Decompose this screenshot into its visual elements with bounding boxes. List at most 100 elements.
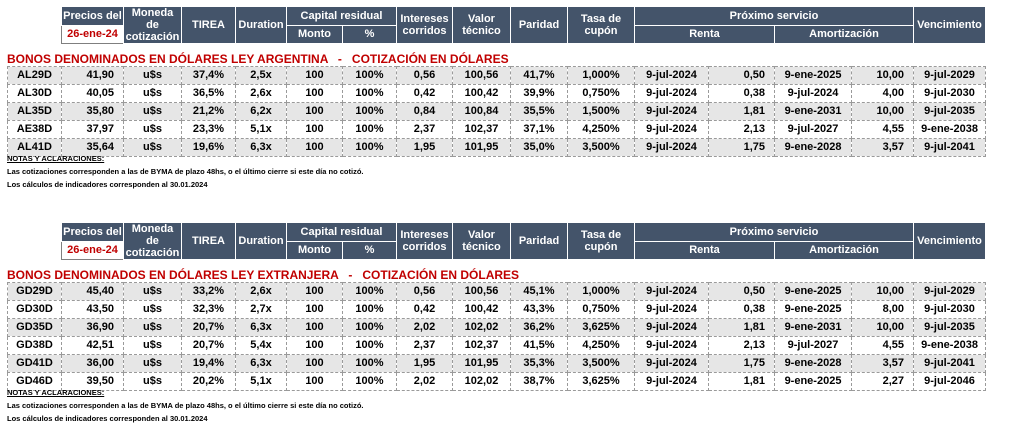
cell-tasa-cupon: 3,625% <box>567 372 635 391</box>
cell-pct: 100% <box>342 102 397 121</box>
cell-amortizacion-fecha: 9-jul-2027 <box>774 120 852 139</box>
cell-valor-tecnico: 100,84 <box>452 102 511 121</box>
cell-renta-monto: 2,13 <box>708 336 775 355</box>
cell-paridad: 35,3% <box>510 354 568 373</box>
cell-tirea: 20,2% <box>181 372 236 391</box>
cell-renta-monto: 0,50 <box>708 282 775 301</box>
cell-tasa-cupon: 0,750% <box>567 84 635 103</box>
cell-paridad: 45,1% <box>510 282 568 301</box>
cell-amortizacion-fecha: 9-jul-2027 <box>774 336 852 355</box>
header-tasa-cupon: Tasa de cupón <box>567 6 635 44</box>
cell-renta-fecha: 9-jul-2024 <box>634 66 709 85</box>
bond-row: GD38D 42,51 u$s 20,7% 5,4x 100 100% 2,37 102,37 4… <box>7 336 986 355</box>
header-capital-residual: Capital residual <box>286 6 397 26</box>
header-duration: Duration <box>235 222 287 260</box>
cell-ticker: GD30D <box>7 300 62 319</box>
cell-intereses: 2,02 <box>396 372 453 391</box>
cell-amortizacion-monto: 4,00 <box>851 84 914 103</box>
header-amortizacion: Amortización <box>774 24 914 44</box>
cell-duration: 5,1x <box>235 372 287 391</box>
cell-valor-tecnico: 101,95 <box>452 138 511 157</box>
cell-tirea: 19,6% <box>181 138 236 157</box>
cell-precio: 43,50 <box>61 300 124 319</box>
section-title: BONOS DENOMINADOS EN DÓLARES LEY EXTRANJ… <box>7 268 520 282</box>
note-line: Las cotizaciones corresponden a las de B… <box>7 401 364 410</box>
header-intereses: Intereses corridos <box>396 222 453 260</box>
header-monto: Monto <box>286 240 343 260</box>
cell-pct: 100% <box>342 372 397 391</box>
cell-intereses: 0,56 <box>396 282 453 301</box>
cell-ticker: GD29D <box>7 282 62 301</box>
cell-renta-monto: 0,50 <box>708 66 775 85</box>
cell-amortizacion-fecha: 9-jul-2024 <box>774 84 852 103</box>
cell-paridad: 41,5% <box>510 336 568 355</box>
cell-tasa-cupon: 3,625% <box>567 318 635 337</box>
note-line: Las cotizaciones corresponden a las de B… <box>7 167 364 176</box>
header-moneda: Moneda de cotización <box>123 6 182 44</box>
bond-row: AE38D 37,97 u$s 23,3% 5,1x 100 100% 2,37 102,37 3… <box>7 120 986 139</box>
cell-precio: 41,90 <box>61 66 124 85</box>
cell-renta-fecha: 9-jul-2024 <box>634 138 709 157</box>
cell-valor-tecnico: 102,37 <box>452 120 511 139</box>
cell-amortizacion-monto: 10,00 <box>851 282 914 301</box>
cell-pct: 100% <box>342 282 397 301</box>
cell-amortizacion-fecha: 9-ene-2031 <box>774 102 852 121</box>
header-pct: % <box>342 240 397 260</box>
cell-amortizacion-monto: 3,57 <box>851 138 914 157</box>
cell-valor-tecnico: 100,42 <box>452 300 511 319</box>
cell-moneda: u$s <box>123 138 182 157</box>
cell-monto: 100 <box>286 282 343 301</box>
cell-pct: 100% <box>342 138 397 157</box>
cell-paridad: 38,7% <box>510 372 568 391</box>
notes-title: NOTAS Y ACLARACIONES: <box>7 154 105 163</box>
cell-renta-fecha: 9-jul-2024 <box>634 300 709 319</box>
cell-ticker: GD41D <box>7 354 62 373</box>
cell-amortizacion-fecha: 9-ene-2028 <box>774 138 852 157</box>
cell-paridad: 39,9% <box>510 84 568 103</box>
cell-duration: 6,3x <box>235 138 287 157</box>
cell-renta-monto: 0,38 <box>708 84 775 103</box>
cell-intereses: 2,37 <box>396 120 453 139</box>
header-precios-del: Precios del <box>61 222 124 242</box>
cell-precio: 40,05 <box>61 84 124 103</box>
header-vencimiento: Vencimiento <box>913 6 986 44</box>
header-capital-residual: Capital residual <box>286 222 397 242</box>
bond-row: GD30D 43,50 u$s 32,3% 2,7x 100 100% 0,42 100,42 4… <box>7 300 986 319</box>
cell-monto: 100 <box>286 318 343 337</box>
cell-renta-monto: 2,13 <box>708 120 775 139</box>
cell-vencimiento: 9-jul-2035 <box>913 318 986 337</box>
cell-amortizacion-monto: 10,00 <box>851 66 914 85</box>
cell-precio: 35,64 <box>61 138 124 157</box>
cell-precio: 45,40 <box>61 282 124 301</box>
cell-amortizacion-monto: 8,00 <box>851 300 914 319</box>
header-pct: % <box>342 24 397 44</box>
cell-tirea: 23,3% <box>181 120 236 139</box>
cell-paridad: 41,7% <box>510 66 568 85</box>
cell-vencimiento: 9-jul-2041 <box>913 354 986 373</box>
cell-amortizacion-fecha: 9-ene-2031 <box>774 318 852 337</box>
bond-table: AL29D 41,90 u$s 37,4% 2,5x 100 100% 0,56 100,56 4… <box>7 66 986 157</box>
cell-renta-fecha: 9-jul-2024 <box>634 318 709 337</box>
header-date: 26-ene-24 <box>61 24 124 44</box>
bond-row: AL29D 41,90 u$s 37,4% 2,5x 100 100% 0,56 100,56 4… <box>7 66 986 85</box>
cell-monto: 100 <box>286 102 343 121</box>
cell-valor-tecnico: 100,56 <box>452 282 511 301</box>
cell-monto: 100 <box>286 300 343 319</box>
cell-tirea: 19,4% <box>181 354 236 373</box>
cell-vencimiento: 9-jul-2029 <box>913 66 986 85</box>
cell-tasa-cupon: 3,500% <box>567 354 635 373</box>
cell-duration: 2,7x <box>235 300 287 319</box>
cell-vencimiento: 9-jul-2041 <box>913 138 986 157</box>
cell-renta-fecha: 9-jul-2024 <box>634 354 709 373</box>
cell-amortizacion-fecha: 9-ene-2025 <box>774 372 852 391</box>
cell-renta-monto: 1,75 <box>708 138 775 157</box>
header-precios-del: Precios del <box>61 6 124 26</box>
cell-renta-fecha: 9-jul-2024 <box>634 282 709 301</box>
cell-renta-fecha: 9-jul-2024 <box>634 120 709 139</box>
cell-tasa-cupon: 0,750% <box>567 300 635 319</box>
cell-duration: 5,1x <box>235 120 287 139</box>
bond-table: GD29D 45,40 u$s 33,2% 2,6x 100 100% 0,56 100,56 4… <box>7 282 986 391</box>
cell-tasa-cupon: 1,000% <box>567 66 635 85</box>
header-paridad: Paridad <box>510 222 568 260</box>
cell-vencimiento: 9-jul-2035 <box>913 102 986 121</box>
